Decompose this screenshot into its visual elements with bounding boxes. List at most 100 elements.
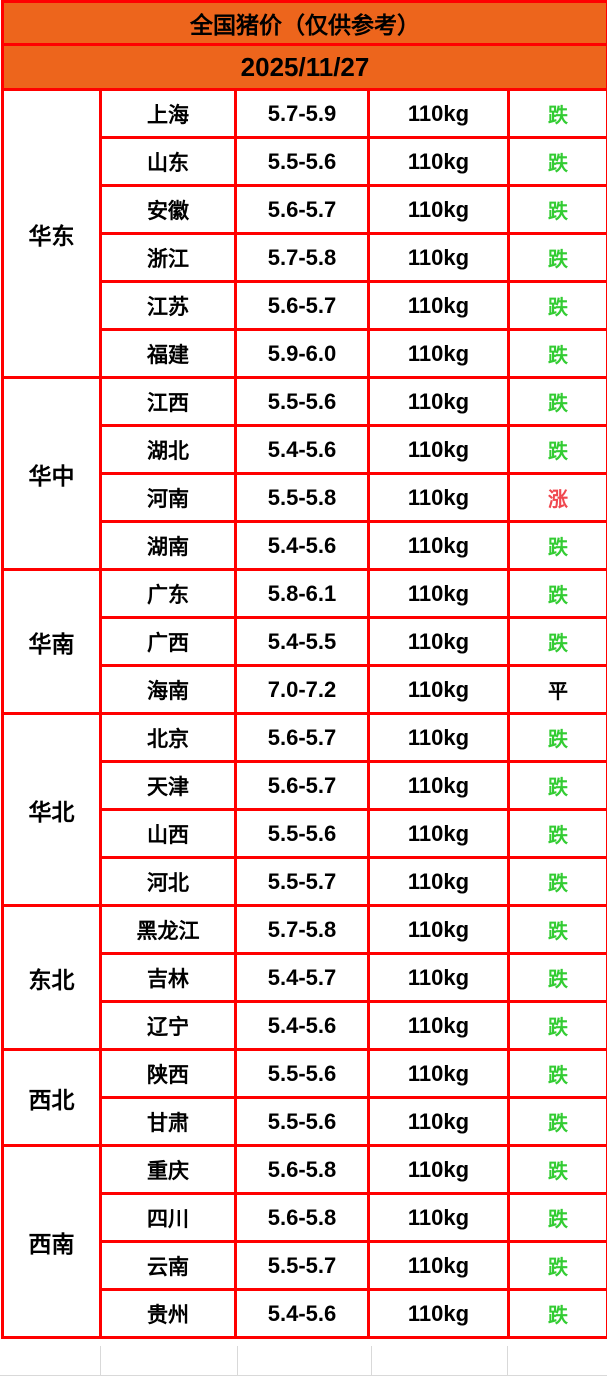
price-row: 湖南 5.4-5.6 110kg 跌 [3, 520, 607, 571]
price-row: 湖北 5.4-5.6 110kg 跌 [3, 424, 607, 475]
weight-standard-cell: 110kg [367, 376, 510, 427]
trend-cell: 跌 [506, 520, 607, 571]
price-range-cell: 5.6-5.7 [234, 280, 370, 331]
price-row: 福建 5.9-6.0 110kg 跌 [3, 328, 607, 379]
price-row: 广西 5.4-5.5 110kg 跌 [3, 616, 607, 667]
price-range-cell: 5.4-5.5 [234, 616, 370, 667]
province-cell: 重庆 [99, 1144, 237, 1195]
province-cell: 江西 [99, 376, 237, 427]
weight-standard-cell: 110kg [367, 232, 510, 283]
province-cell: 福建 [99, 328, 237, 379]
province-cell: 云南 [99, 1240, 237, 1291]
weight-standard-cell: 110kg [367, 1144, 510, 1195]
region-cell: 华南 [1, 568, 102, 715]
province-cell: 山东 [99, 136, 237, 187]
trend-cell: 平 [506, 664, 607, 715]
province-cell: 湖南 [99, 520, 237, 571]
trend-cell: 跌 [506, 136, 607, 187]
price-range-cell: 5.5-5.6 [234, 1096, 370, 1147]
date-row: 2025/11/27 [0, 43, 607, 91]
trend-cell: 跌 [506, 1096, 607, 1147]
province-cell: 北京 [99, 712, 237, 763]
price-range-cell: 5.4-5.6 [234, 424, 370, 475]
province-cell: 江苏 [99, 280, 237, 331]
price-row: 华北 北京 5.6-5.7 110kg 跌 [1, 712, 607, 907]
province-cell: 贵州 [99, 1288, 237, 1339]
price-range-cell: 5.4-5.6 [234, 1288, 370, 1339]
pig-price-table: 全国猪价（仅供参考） 2025/11/27 华东 上海 5.7-5.9 110kg 跌山… [0, 0, 607, 1339]
weight-standard-cell: 110kg [367, 568, 510, 619]
weight-standard-cell: 110kg [367, 904, 510, 955]
weight-standard-cell: 110kg [367, 1240, 510, 1291]
weight-standard-cell: 110kg [367, 520, 510, 571]
price-row: 安徽 5.6-5.7 110kg 跌 [3, 184, 607, 235]
price-range-cell: 5.5-5.8 [234, 472, 370, 523]
price-row: 浙江 5.7-5.8 110kg 跌 [3, 232, 607, 283]
weight-standard-cell: 110kg [367, 424, 510, 475]
province-cell: 海南 [99, 664, 237, 715]
price-row: 河南 5.5-5.8 110kg 涨 [3, 472, 607, 523]
price-row: 江苏 5.6-5.7 110kg 跌 [3, 280, 607, 331]
price-range-cell: 5.4-5.6 [234, 1000, 370, 1051]
price-range-cell: 5.6-5.8 [234, 1192, 370, 1243]
table-date: 2025/11/27 [0, 43, 607, 91]
sheet-gridline-vertical [507, 1346, 508, 1375]
weight-standard-cell: 110kg [367, 184, 510, 235]
weight-standard-cell: 110kg [367, 1000, 510, 1051]
price-range-cell: 5.7-5.8 [234, 232, 370, 283]
price-table-body: 华东 上海 5.7-5.9 110kg 跌山东 5.5-5.6 110kg 跌安徽 5.6-5.… [1, 88, 607, 1339]
province-cell: 陕西 [99, 1048, 237, 1099]
trend-cell: 跌 [506, 376, 607, 427]
price-row: 四川 5.6-5.8 110kg 跌 [3, 1192, 607, 1243]
sheet-gridlines-area [0, 1346, 607, 1377]
trend-cell: 跌 [506, 952, 607, 1003]
province-cell: 山西 [99, 808, 237, 859]
province-cell: 辽宁 [99, 1000, 237, 1051]
price-row: 西北 陕西 5.5-5.6 110kg 跌 [1, 1048, 607, 1147]
price-row: 吉林 5.4-5.7 110kg 跌 [3, 952, 607, 1003]
price-row: 华南 广东 5.8-6.1 110kg 跌 [1, 568, 607, 715]
weight-standard-cell: 110kg [367, 1048, 510, 1099]
weight-standard-cell: 110kg [367, 856, 510, 907]
province-cell: 广西 [99, 616, 237, 667]
province-cell: 四川 [99, 1192, 237, 1243]
price-row: 山西 5.5-5.6 110kg 跌 [3, 808, 607, 859]
weight-standard-cell: 110kg [367, 808, 510, 859]
price-range-cell: 5.5-5.6 [234, 808, 370, 859]
trend-cell: 跌 [506, 1240, 607, 1291]
price-row: 海南 7.0-7.2 110kg 平 [3, 664, 607, 715]
trend-cell: 跌 [506, 280, 607, 331]
table-title: 全国猪价（仅供参考） [0, 0, 607, 46]
province-cell: 上海 [99, 88, 237, 139]
price-row: 辽宁 5.4-5.6 110kg 跌 [3, 1000, 607, 1051]
sheet-gridline-vertical [100, 1346, 101, 1375]
price-row: 西南 重庆 5.6-5.8 110kg 跌 [1, 1144, 607, 1339]
trend-cell: 跌 [506, 1144, 607, 1195]
trend-cell: 跌 [506, 904, 607, 955]
price-range-cell: 5.6-5.7 [234, 184, 370, 235]
province-cell: 天津 [99, 760, 237, 811]
price-row: 山东 5.5-5.6 110kg 跌 [3, 136, 607, 187]
price-range-cell: 5.4-5.6 [234, 520, 370, 571]
province-cell: 吉林 [99, 952, 237, 1003]
trend-cell: 跌 [506, 1048, 607, 1099]
price-range-cell: 5.5-5.6 [234, 376, 370, 427]
weight-standard-cell: 110kg [367, 88, 510, 139]
region-cell: 西北 [1, 1048, 102, 1147]
trend-cell: 跌 [506, 568, 607, 619]
weight-standard-cell: 110kg [367, 712, 510, 763]
province-cell: 安徽 [99, 184, 237, 235]
region-cell: 东北 [1, 904, 102, 1051]
price-range-cell: 5.9-6.0 [234, 328, 370, 379]
trend-cell: 跌 [506, 328, 607, 379]
weight-standard-cell: 110kg [367, 664, 510, 715]
trend-cell: 涨 [506, 472, 607, 523]
weight-standard-cell: 110kg [367, 472, 510, 523]
price-range-cell: 5.5-5.7 [234, 1240, 370, 1291]
price-row: 华东 上海 5.7-5.9 110kg 跌 [1, 88, 607, 379]
province-cell: 河北 [99, 856, 237, 907]
province-cell: 河南 [99, 472, 237, 523]
province-cell: 湖北 [99, 424, 237, 475]
trend-cell: 跌 [506, 1000, 607, 1051]
